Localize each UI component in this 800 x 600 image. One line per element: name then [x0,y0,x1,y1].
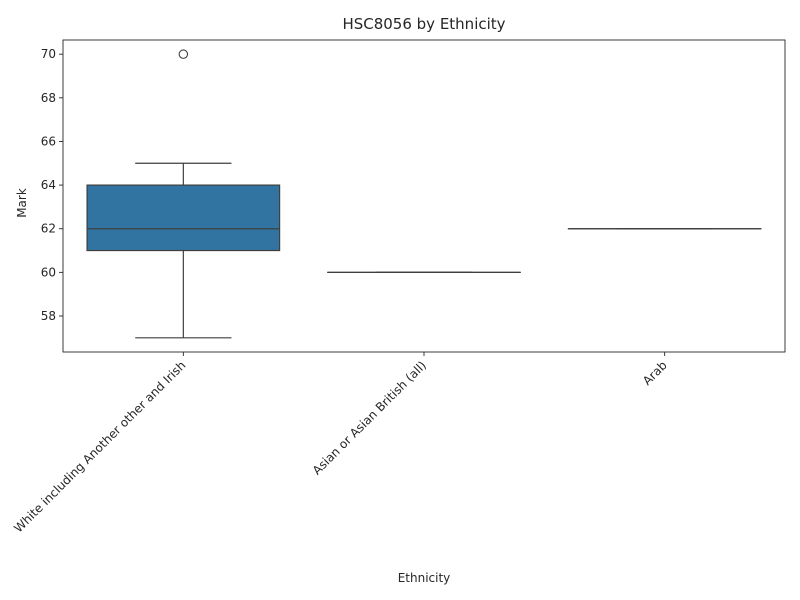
y-tick-label: 68 [41,91,56,105]
y-tick-label: 60 [41,265,56,279]
outlier-point [178,49,189,59]
x-tick-label: White including Another other and Irish [11,358,188,535]
plot-area [62,39,786,353]
y-tick-label: 64 [41,178,56,192]
y-tick-label: 66 [41,134,56,148]
iqr-box [86,184,281,252]
y-tick-label: 58 [41,309,56,323]
x-tick-label: Asian or Asian British (all) [310,358,429,477]
box-0 [86,49,281,339]
y-tick-label: 70 [41,47,56,61]
y-tick-label: 62 [41,222,56,236]
y-axis: 58 60 62 64 66 68 70 [41,47,63,323]
x-tick-label: Arab [640,358,670,388]
x-axis: White including Another other and Irish A… [11,352,670,535]
x-axis-label: Ethnicity [398,571,451,585]
y-axis-label: Mark [15,188,29,218]
chart-title: HSC8056 by Ethnicity [342,15,505,33]
